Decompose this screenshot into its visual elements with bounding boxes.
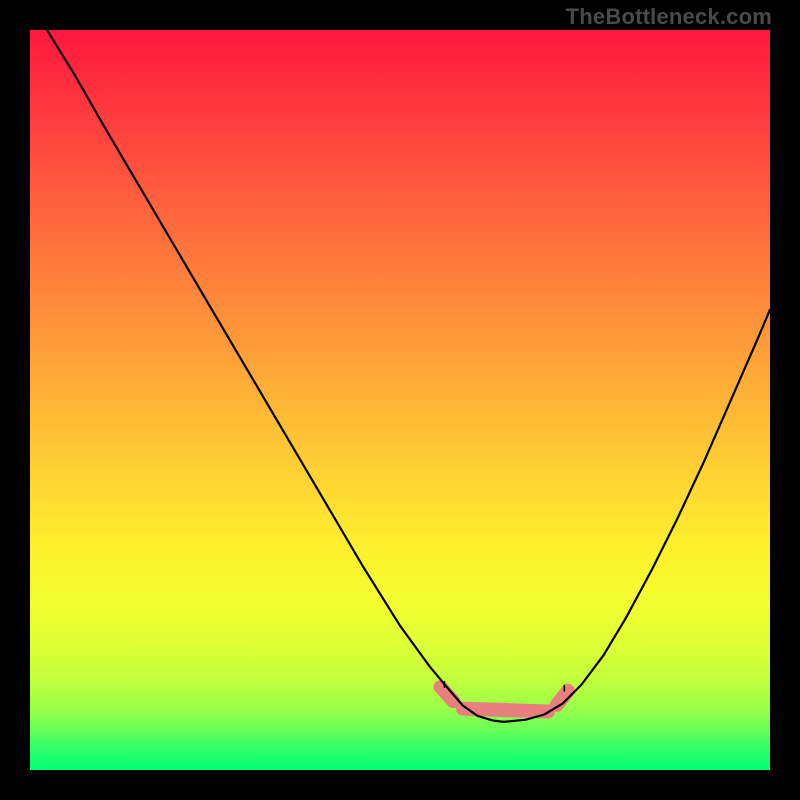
plot-area (30, 30, 770, 770)
bottleneck-curve-left (47, 30, 504, 722)
trough-marker (441, 687, 568, 711)
curve-layer (30, 30, 770, 770)
attribution-text: TheBottleneck.com (566, 4, 772, 30)
chart-container: TheBottleneck.com (0, 0, 800, 800)
bottleneck-curve-right (504, 310, 770, 722)
trough-ticks (444, 681, 564, 691)
